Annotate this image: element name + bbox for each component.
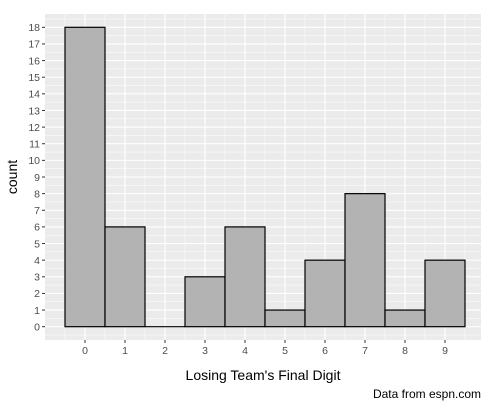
- x-tick-label: 4: [242, 345, 248, 357]
- x-tick-label: 2: [162, 345, 168, 357]
- bars: [64, 26, 466, 328]
- y-tick-label: 6: [34, 222, 40, 234]
- y-tick-label: 17: [28, 39, 40, 51]
- bar: [104, 226, 146, 328]
- grid-major: [45, 14, 481, 340]
- y-tick-label: 15: [28, 72, 40, 84]
- bar: [304, 259, 346, 328]
- x-tick-label: 3: [202, 345, 208, 357]
- y-tick-label: 7: [34, 205, 40, 217]
- x-tick-label: 5: [282, 345, 288, 357]
- y-tick-label: 0: [34, 321, 40, 333]
- x-tick-label: 7: [362, 345, 368, 357]
- x-axis-title: Losing Team's Final Digit: [186, 367, 341, 383]
- x-tick-label: 1: [122, 345, 128, 357]
- y-tick-label: 14: [28, 89, 40, 101]
- y-tick-label: 16: [28, 55, 40, 67]
- y-tick-label: 3: [34, 272, 40, 284]
- bar: [224, 226, 266, 328]
- bar: [344, 193, 386, 328]
- x-tick-label: 9: [442, 345, 448, 357]
- y-tick-label: 13: [28, 105, 40, 117]
- bar: [384, 309, 426, 328]
- x-tick-label: 8: [402, 345, 408, 357]
- y-tick-label: 12: [28, 122, 40, 134]
- y-tick-label: 8: [34, 188, 40, 200]
- y-tick-label: 18: [28, 22, 40, 34]
- bar: [184, 276, 226, 328]
- bar: [424, 259, 466, 328]
- y-tick-label: 11: [29, 139, 40, 151]
- x-tick-label: 0: [82, 345, 88, 357]
- y-axis-title: count: [4, 160, 20, 194]
- y-tick-label: 4: [34, 255, 40, 267]
- y-tick-label: 2: [34, 288, 40, 300]
- y-tick-label: 1: [34, 305, 40, 317]
- x-tick-label: 6: [322, 345, 328, 357]
- y-tick-label: 5: [34, 238, 40, 250]
- x-axis: 0 1 2 3 4 5 6 7 8 9: [82, 340, 448, 357]
- y-tick-label: 9: [34, 172, 40, 184]
- bar: [264, 309, 306, 328]
- y-tick-label: 10: [28, 155, 40, 167]
- bar: [64, 26, 106, 328]
- caption: Data from espn.com: [373, 387, 481, 401]
